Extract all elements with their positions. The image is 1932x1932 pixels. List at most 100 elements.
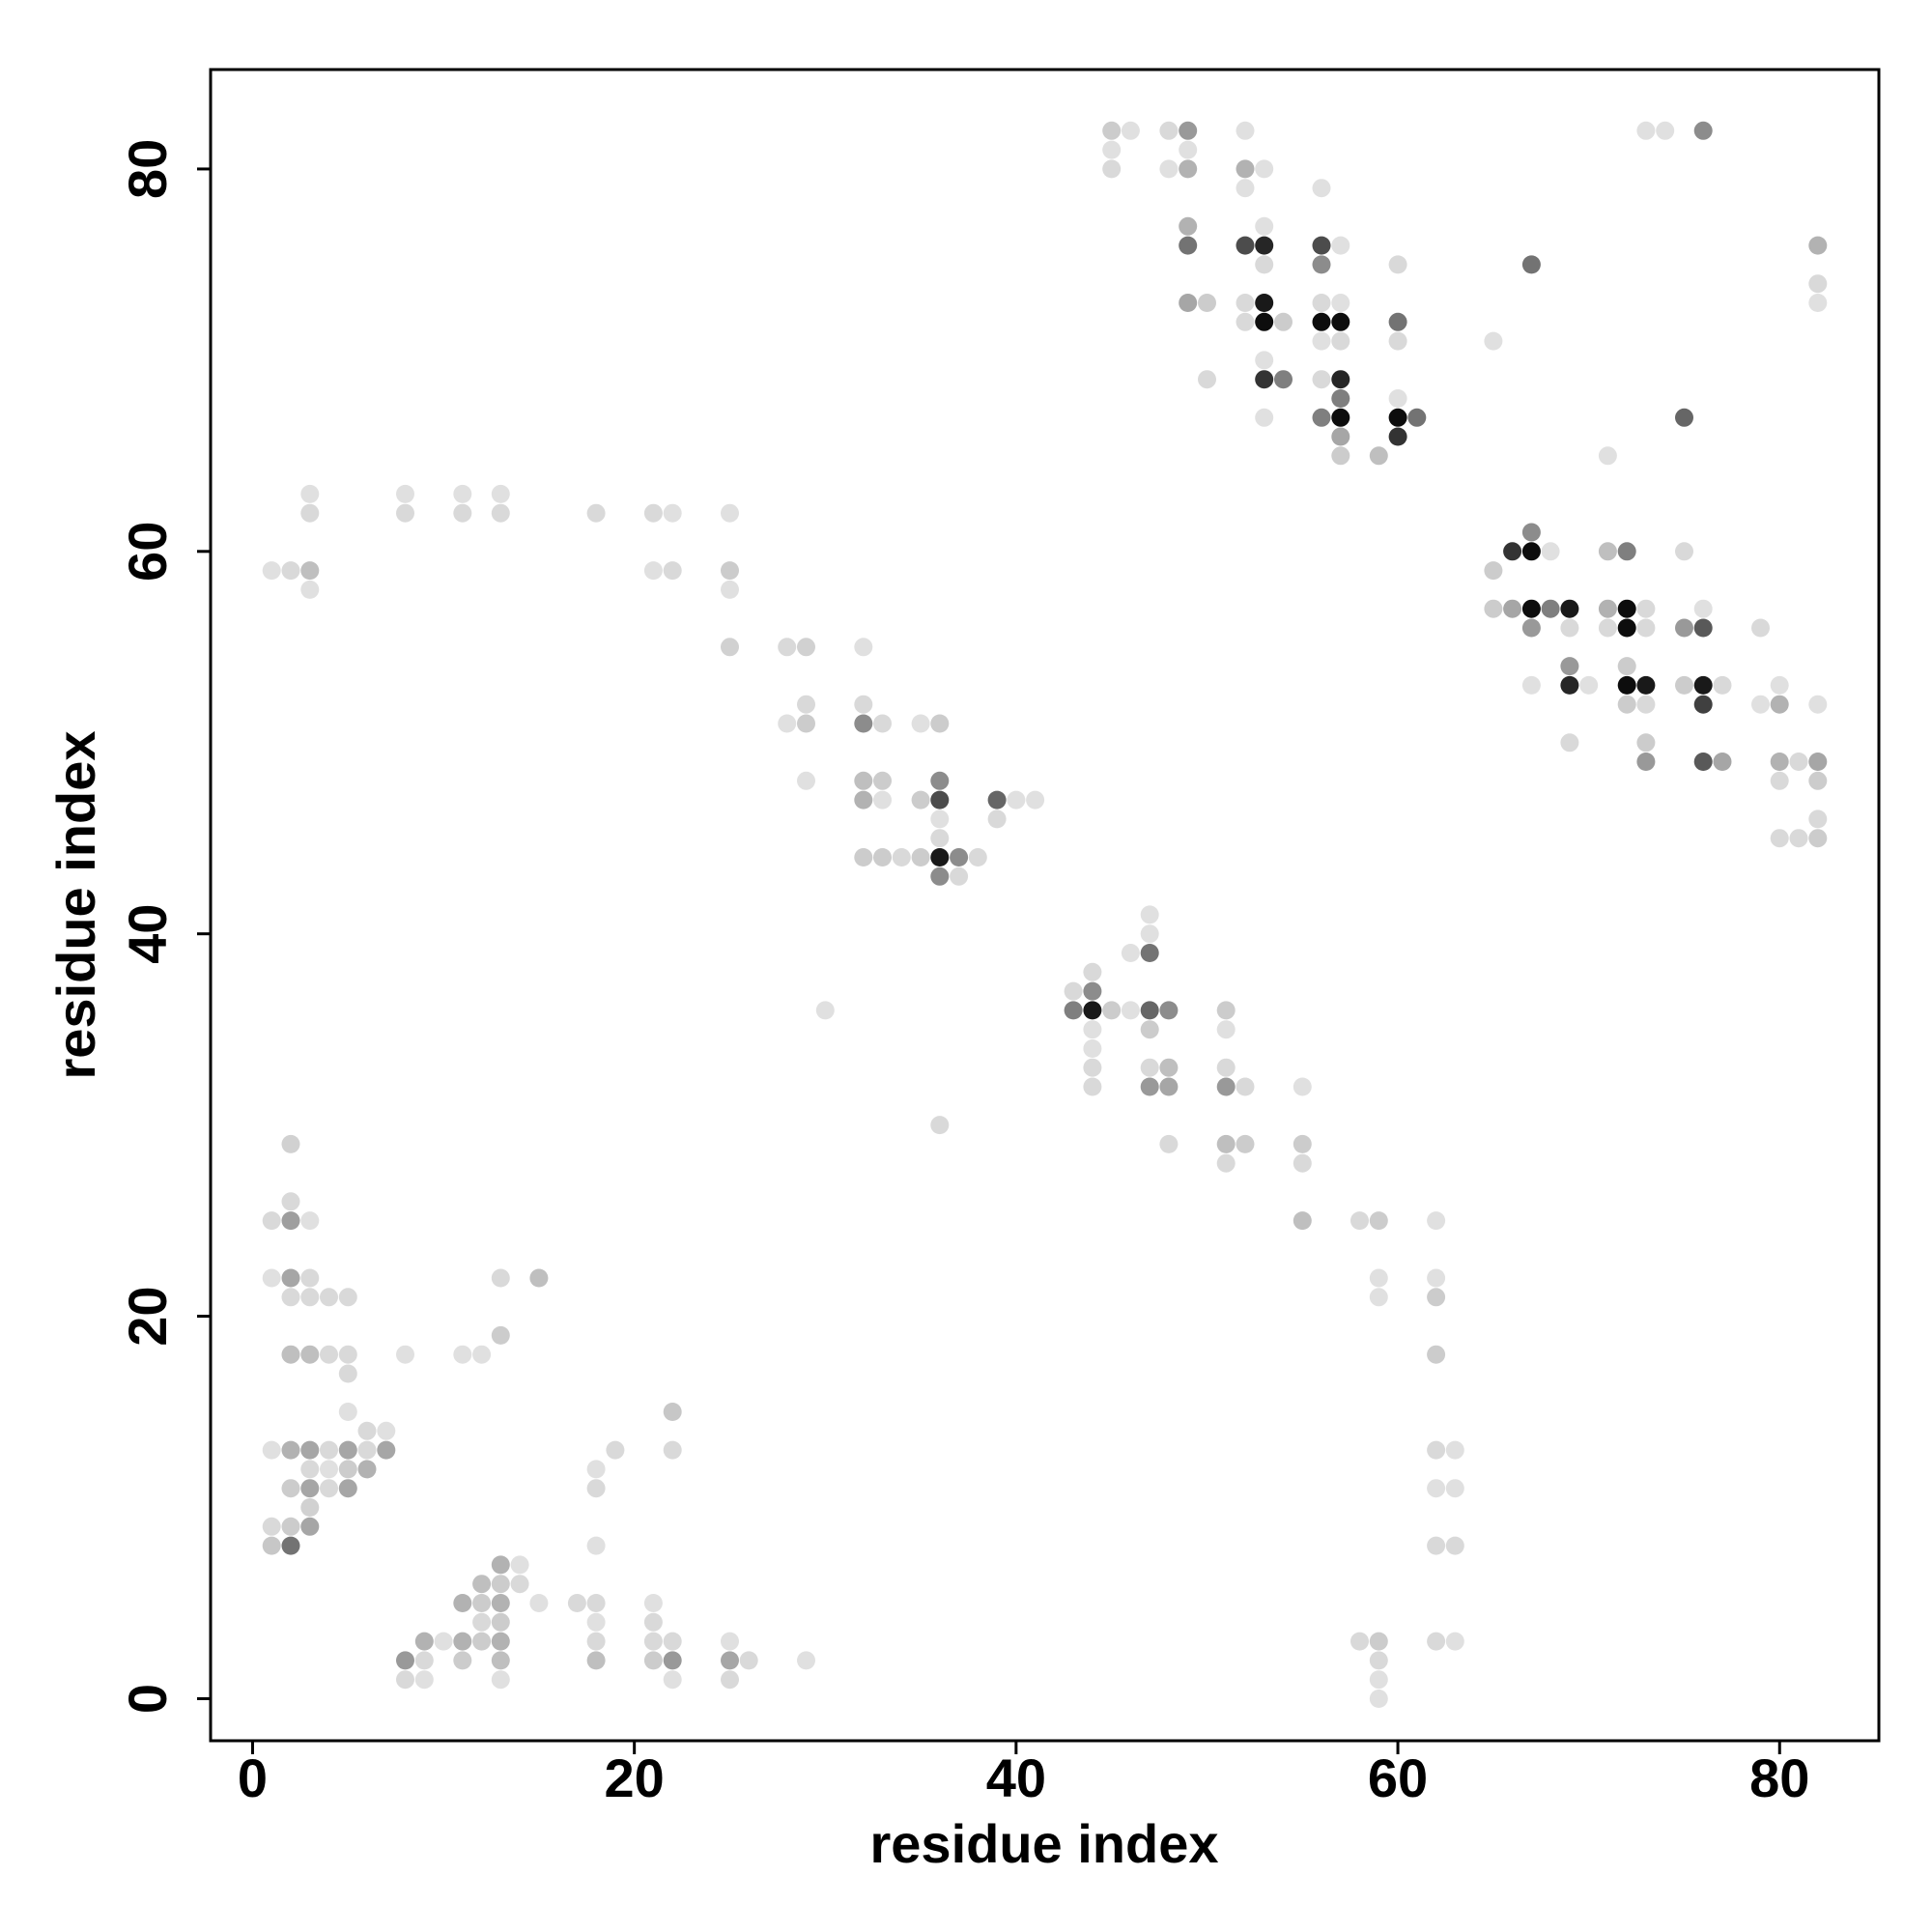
- contact-point: [1255, 294, 1274, 312]
- contact-point: [1179, 140, 1198, 159]
- contact-point: [1255, 255, 1274, 274]
- contact-point: [797, 714, 815, 733]
- contact-point: [1159, 159, 1179, 179]
- contact-point: [491, 503, 510, 523]
- contact-point: [1656, 121, 1675, 140]
- contact-point: [1331, 236, 1350, 255]
- contact-point: [1255, 159, 1274, 179]
- contact-point: [281, 561, 300, 581]
- contact-point: [453, 484, 472, 503]
- contact-point: [1369, 1690, 1388, 1708]
- contact-point: [396, 1670, 414, 1690]
- contact-point: [453, 1651, 472, 1670]
- contact-point: [300, 503, 320, 523]
- contact-point: [1331, 370, 1350, 389]
- contact-point: [854, 714, 873, 733]
- contact-point: [1198, 294, 1216, 312]
- contact-point: [1636, 675, 1656, 695]
- contact-point: [1216, 1153, 1236, 1173]
- contact-point: [911, 848, 930, 867]
- contact-point: [643, 1651, 663, 1670]
- contact-point: [472, 1575, 492, 1594]
- contact-point: [778, 638, 797, 657]
- contact-point: [300, 1268, 320, 1288]
- contact-point: [491, 1325, 510, 1345]
- contact-point: [1216, 1020, 1236, 1039]
- x-axis-title: residue index: [869, 1813, 1218, 1874]
- contact-point: [1312, 312, 1331, 331]
- contact-point: [1484, 331, 1503, 351]
- contact-point: [262, 561, 281, 581]
- contact-point: [1198, 370, 1216, 389]
- contact-point: [1808, 829, 1828, 848]
- contact-point: [663, 1670, 682, 1690]
- contact-point: [1388, 427, 1407, 446]
- contact-point: [873, 848, 892, 867]
- contact-point: [1236, 159, 1255, 179]
- contact-point: [1312, 294, 1331, 312]
- contact-point: [396, 503, 414, 523]
- contact-point: [262, 1440, 281, 1460]
- contact-point: [1808, 294, 1828, 312]
- contact-point: [1331, 427, 1350, 446]
- contact-point: [320, 1345, 338, 1364]
- contact-point: [1236, 1134, 1255, 1153]
- contact-point: [1560, 733, 1579, 753]
- contact-point: [643, 1612, 663, 1632]
- contact-point: [1808, 771, 1828, 790]
- contact-point: [1693, 121, 1713, 140]
- contact-point: [1388, 331, 1407, 351]
- x-tick-label: 0: [238, 1747, 268, 1808]
- contact-point: [491, 1594, 510, 1612]
- contact-point: [1236, 1077, 1255, 1096]
- contact-point: [1751, 618, 1770, 638]
- contact-point: [1083, 962, 1102, 981]
- contact-point: [1216, 1058, 1236, 1077]
- contact-point: [663, 1632, 682, 1651]
- contact-point: [1521, 599, 1541, 618]
- contact-point: [643, 1632, 663, 1651]
- contact-point: [1369, 1632, 1388, 1651]
- contact-point: [1121, 944, 1140, 962]
- contact-point: [281, 1479, 300, 1498]
- points-layer: [262, 121, 1828, 1708]
- contact-point: [1140, 1020, 1159, 1039]
- contact-point: [663, 1403, 682, 1421]
- x-tick-label: 40: [986, 1747, 1046, 1808]
- contact-point: [1579, 675, 1599, 695]
- contact-point: [1770, 695, 1789, 714]
- contact-point: [281, 1536, 300, 1555]
- contact-point: [300, 1440, 320, 1460]
- contact-point: [1312, 255, 1331, 274]
- contact-point: [1598, 446, 1617, 466]
- contact-point: [338, 1288, 357, 1307]
- contact-point: [491, 1612, 510, 1632]
- contact-point: [930, 867, 950, 886]
- contact-point: [586, 1651, 606, 1670]
- contact-point: [1560, 618, 1579, 638]
- contact-point: [1636, 733, 1656, 753]
- contact-point: [930, 848, 950, 867]
- contact-point: [338, 1440, 357, 1460]
- contact-point: [1770, 829, 1789, 848]
- contact-point: [1427, 1345, 1446, 1364]
- contact-point: [1179, 121, 1198, 140]
- contact-point: [281, 1288, 300, 1307]
- contact-point: [1369, 1268, 1388, 1288]
- contact-point: [663, 561, 682, 581]
- contact-point: [1026, 790, 1045, 810]
- contact-point: [491, 1632, 510, 1651]
- contact-point: [586, 1612, 606, 1632]
- contact-point: [529, 1594, 549, 1612]
- contact-point: [281, 1517, 300, 1536]
- contact-point: [1083, 1058, 1102, 1077]
- contact-point: [262, 1268, 281, 1288]
- contact-point: [1312, 408, 1331, 427]
- contact-point: [300, 1288, 320, 1307]
- contact-point: [491, 1670, 510, 1690]
- contact-point: [510, 1575, 529, 1594]
- contact-point: [1617, 675, 1636, 695]
- contact-point: [262, 1211, 281, 1231]
- contact-point: [1216, 1077, 1236, 1096]
